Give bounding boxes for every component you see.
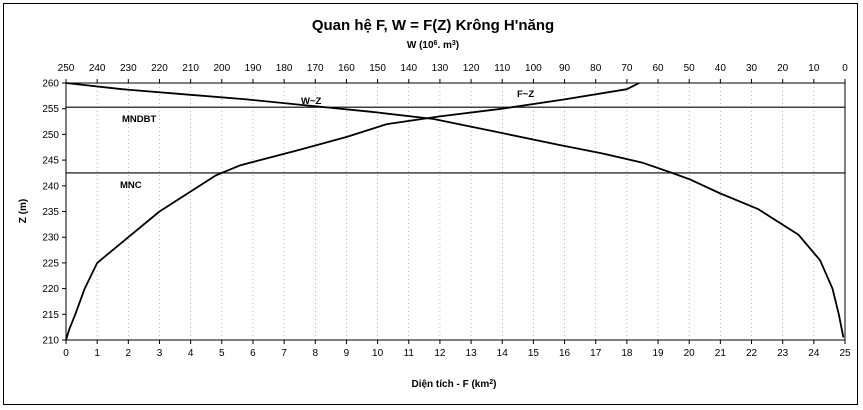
top-tick-label: 120 — [463, 63, 480, 74]
reference-line-label: MNC — [120, 180, 142, 191]
top-tick-label: 100 — [525, 63, 542, 74]
top-tick-label: 30 — [746, 63, 758, 74]
x-tick-label: 13 — [466, 348, 478, 359]
y-tick-label: 235 — [42, 207, 59, 218]
y-tick-label: 210 — [42, 336, 59, 347]
x-tick-label: 5 — [219, 348, 225, 359]
top-tick-label: 60 — [652, 63, 664, 74]
top-axis-label: W (106. m3) — [407, 40, 459, 52]
top-tick-label: 160 — [338, 63, 355, 74]
x-tick-label: 2 — [126, 348, 132, 359]
series-line — [65, 82, 640, 341]
top-tick-label: 80 — [590, 63, 602, 74]
chart-title: Quan hệ F, W = F(Z) Krông H'năng — [312, 17, 554, 34]
top-tick-label: 220 — [151, 63, 168, 74]
x-tick-label: 6 — [250, 348, 256, 359]
x-tick-label: 11 — [404, 348, 415, 359]
x-tick-label: 22 — [746, 348, 758, 359]
x-tick-label: 0 — [63, 348, 69, 359]
y-tick-label: 245 — [42, 156, 59, 167]
top-tick-label: 170 — [307, 63, 324, 74]
y-tick-label: 225 — [42, 258, 59, 269]
top-tick-label: 40 — [715, 63, 727, 74]
top-tick-label: 240 — [89, 63, 106, 74]
x-tick-label: 24 — [808, 348, 820, 359]
top-tick-label: 50 — [684, 63, 696, 74]
x-tick-label: 19 — [652, 348, 664, 359]
top-tick-label: 180 — [276, 63, 293, 74]
top-tick-label: 230 — [120, 63, 137, 74]
x-tick-label: 17 — [590, 348, 602, 359]
top-tick-label: 140 — [400, 63, 417, 74]
x-tick-label: 21 — [715, 348, 727, 359]
bottom-axis-label: Diện tích - F (km2) — [411, 379, 496, 391]
x-tick-label: 8 — [312, 348, 318, 359]
series-label: W~Z — [301, 96, 322, 107]
x-tick-label: 25 — [839, 348, 851, 359]
top-tick-label: 70 — [621, 63, 633, 74]
x-tick-label: 4 — [188, 348, 194, 359]
top-tick-label: 200 — [213, 63, 230, 74]
top-tick-label: 10 — [808, 63, 820, 74]
y-axis-label: Z (m) — [18, 199, 29, 223]
x-tick-label: 10 — [372, 348, 384, 359]
x-tick-label: 9 — [344, 348, 350, 359]
y-tick-label: 240 — [42, 181, 59, 192]
reference-line-label: MNDBT — [122, 114, 156, 125]
series-label: F~Z — [517, 89, 534, 100]
chart-frame — [3, 3, 858, 405]
series-line — [65, 82, 845, 338]
top-tick-label: 110 — [494, 63, 510, 74]
y-tick-label: 230 — [42, 233, 59, 244]
x-tick-label: 16 — [559, 348, 571, 359]
y-tick-label: 215 — [42, 310, 59, 321]
x-tick-label: 1 — [94, 348, 100, 359]
x-tick-label: 3 — [157, 348, 163, 359]
y-tick-label: 220 — [42, 284, 59, 295]
x-tick-label: 18 — [621, 348, 633, 359]
x-tick-label: 20 — [684, 348, 696, 359]
top-tick-label: 20 — [777, 63, 789, 74]
top-tick-label: 150 — [369, 63, 386, 74]
plot-border — [65, 82, 846, 341]
x-tick-label: 15 — [528, 348, 540, 359]
x-tick-label: 12 — [434, 348, 446, 359]
top-tick-label: 190 — [245, 63, 262, 74]
x-tick-label: 23 — [777, 348, 789, 359]
top-tick-label: 0 — [842, 63, 848, 74]
y-tick-label: 260 — [42, 79, 59, 90]
y-tick-label: 250 — [42, 130, 59, 141]
top-tick-label: 250 — [58, 63, 75, 74]
top-tick-label: 90 — [559, 63, 571, 74]
plot-area: 0 1 2 3 4 5 6 7 8 9 10 11 12 13 14 15 16 17 18 19 20 21 22 23 24… — [42, 63, 851, 359]
top-tick-label: 210 — [182, 63, 199, 74]
x-tick-label: 14 — [497, 348, 509, 359]
y-tick-label: 255 — [42, 104, 59, 115]
top-tick-label: 130 — [432, 63, 449, 74]
x-tick-label: 7 — [281, 348, 287, 359]
